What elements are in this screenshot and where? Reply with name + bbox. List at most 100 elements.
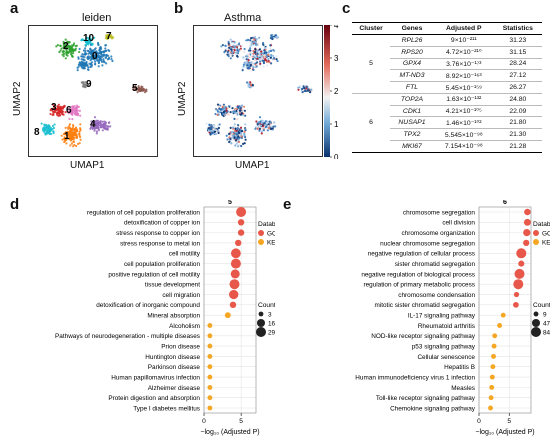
cluster-label: 3	[51, 102, 57, 113]
cluster-label: 7	[106, 31, 112, 42]
gene-cell: MKI67	[390, 140, 434, 153]
col-header-adjusted-p: Adjusted P	[433, 22, 494, 35]
term-label: Mineral absorption	[147, 313, 200, 320]
cluster-cell: 5	[352, 34, 391, 94]
legend-count-label: 47	[543, 321, 550, 328]
table-row: NUSAP1 1.46×10⁻¹⁰² 21.80	[352, 116, 542, 130]
term-label: Alzheimer disease	[148, 385, 201, 392]
term-label: chromosome segregation	[403, 209, 476, 216]
panel-letter-b: b	[174, 0, 184, 17]
colorbar-tick-label: 1	[334, 120, 339, 129]
term-label: Hepatitis B	[444, 364, 475, 371]
enrichment-point	[488, 405, 493, 411]
cluster-label: 1	[64, 131, 70, 142]
enrichment-point	[523, 228, 531, 237]
cluster-label: 2	[63, 41, 69, 52]
umap-asthma-title: Asthma	[224, 12, 262, 24]
gene-cell: TOP2A	[390, 93, 434, 106]
gene-cell: RPS20	[390, 46, 434, 59]
term-label: cell population proliferation	[124, 261, 200, 268]
umap-leiden-title: leiden	[82, 12, 112, 24]
pvalue-cell: 5.545×10⁻⁹⁸	[433, 128, 494, 142]
umap-leiden-xlabel: UMAP1	[70, 160, 105, 171]
term-label: IL-17 signaling pathway	[408, 313, 476, 320]
legend-count-swatch	[531, 318, 541, 328]
panel-letter-d: d	[10, 196, 20, 213]
table-row: 5 RPL26 9×10⁻²¹¹ 31.23	[352, 34, 542, 94]
enrichment-point	[516, 248, 527, 259]
enrichment-point	[229, 279, 240, 290]
term-label: positive regulation of cell motility	[108, 271, 200, 278]
legend-database-swatch	[258, 230, 264, 236]
enrichment-point	[207, 384, 213, 390]
pvalue-cell: 1.46×10⁻¹⁰²	[433, 116, 494, 130]
term-label: p53 signaling pathway	[412, 344, 476, 351]
enrichment-point	[235, 239, 242, 247]
term-label: Protein digestion and absorption	[108, 395, 200, 402]
gene-cell: CDK1	[390, 105, 434, 118]
umap-asthma-ylabel: UMAP2	[177, 81, 188, 116]
term-label: Cellular senescence	[417, 354, 475, 361]
enrichment-point	[224, 312, 231, 319]
legend-count-title: Count	[258, 302, 275, 309]
legend-database-swatch	[533, 239, 539, 245]
stat-cell: 21.30	[493, 128, 542, 142]
term-label: mitotic sister chromatid segregation	[374, 302, 475, 309]
enrichment-point	[491, 353, 496, 359]
panel-letter-a: a	[10, 0, 19, 17]
x-tick-label: 5	[507, 418, 511, 425]
term-label: regulation of primary metabolic process	[363, 282, 475, 289]
legend-count-title: Count	[533, 302, 550, 309]
term-label: Alcoholism	[169, 323, 200, 330]
legend-database-label: KEGG	[542, 240, 550, 247]
term-label: stress response to metal ion	[120, 240, 200, 247]
enrichment-point	[491, 343, 497, 349]
panel-letter-c: c	[342, 0, 351, 17]
enrichment-point	[490, 364, 496, 370]
x-tick-label: 0	[202, 418, 206, 425]
colorbar-tick-label: 0	[334, 153, 339, 159]
enrichment-dotplot-cluster-6: 6 chromosome segregation cell division chro…	[355, 200, 550, 436]
term-label: Human immunodeficiency virus 1 infection	[355, 374, 475, 381]
col-header-genes: Genes	[390, 22, 434, 35]
colorbar-tick-label: 4	[334, 25, 339, 30]
table-row: TPX2 5.545×10⁻⁹⁸ 21.30	[352, 128, 542, 142]
term-label: chromosome condensation	[398, 292, 475, 299]
stat-cell: 26.27	[493, 81, 542, 94]
term-label: Parkinson disease	[148, 364, 201, 371]
legend-database-title: Database	[533, 221, 550, 228]
term-label: Type I diabetes mellitus	[133, 405, 200, 412]
gene-cell: TPX2	[390, 128, 434, 142]
dotplot-title: 5	[228, 200, 232, 206]
enrichment-point	[513, 291, 520, 298]
cluster-label: 10	[83, 33, 95, 44]
enrichment-point	[489, 384, 495, 390]
enrichment-point	[524, 208, 531, 216]
legend-count-swatch	[256, 318, 266, 328]
enrichment-point	[207, 343, 213, 349]
term-label: cell division	[442, 220, 475, 227]
pvalue-cell: 5.45×10⁻¹⁵⁹	[433, 81, 494, 94]
enrichment-point	[207, 353, 213, 359]
term-label: NOD-like receptor signaling pathway	[371, 333, 476, 340]
marker-genes-table: Cluster Genes Adjusted P Statistics 5 RP…	[352, 22, 542, 153]
table-row: FTL 5.45×10⁻¹⁵⁹ 26.27	[352, 81, 542, 94]
x-tick-label: 0	[477, 418, 481, 425]
stat-cell: 28.24	[493, 58, 542, 71]
x-axis-label: −log₁₀ (Adjusted P)	[475, 429, 534, 436]
enrichment-point	[513, 301, 519, 308]
enrichment-point	[229, 301, 237, 308]
cluster-cell: 6	[352, 93, 391, 153]
enrichment-point	[236, 207, 247, 217]
term-label: negative regulation of cellular process	[368, 251, 475, 258]
asthma-colorbar: 4 3 2 1 0	[324, 25, 339, 159]
enrichment-point	[229, 289, 239, 300]
term-label: sister chromatid segregation	[395, 261, 476, 268]
term-label: cell motility	[169, 251, 201, 258]
enrichment-point	[492, 333, 498, 339]
enrichment-point	[231, 248, 241, 259]
gene-cell: MT-ND3	[390, 69, 434, 83]
enrichment-point	[237, 229, 245, 236]
legend-count-swatch	[258, 311, 264, 317]
enrichment-point	[523, 239, 530, 247]
